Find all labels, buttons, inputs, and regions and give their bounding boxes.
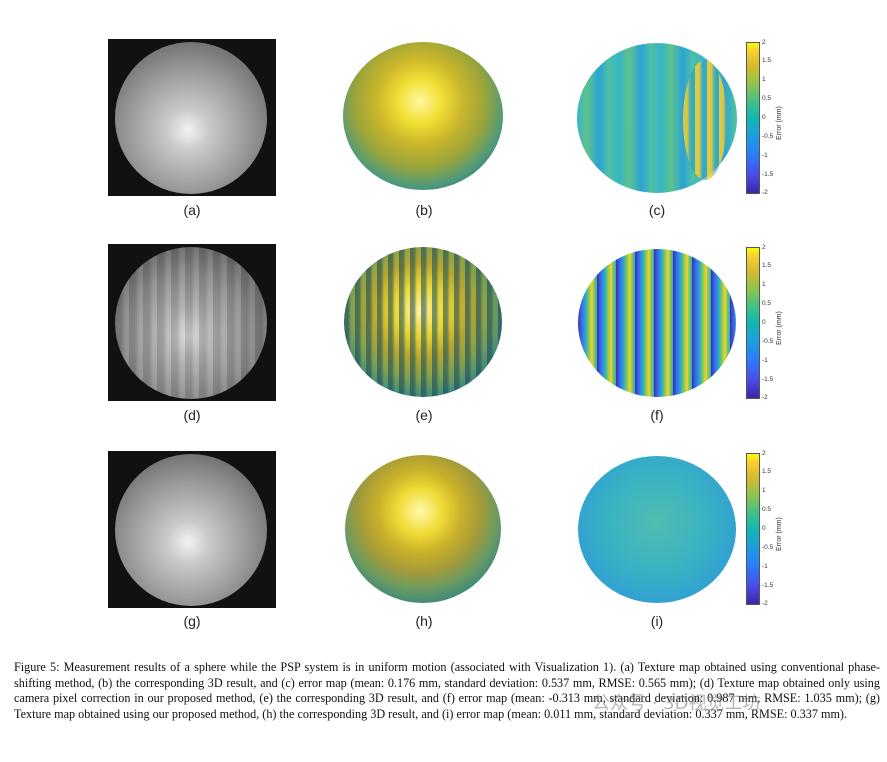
cb1-tick: -2 [762, 189, 768, 196]
cb2-tick: 0.5 [762, 300, 772, 307]
panel-label-h: (h) [415, 613, 433, 629]
cb2-tick: 0 [762, 319, 766, 326]
colorbar-2 [746, 247, 760, 399]
surface-3d-b [343, 42, 503, 190]
surface-3d-h [345, 455, 501, 603]
panel-label-c: (c) [648, 202, 666, 218]
surface-3d-e [344, 247, 502, 397]
cb1-tick: 0 [762, 114, 766, 121]
watermark: 公众号 · 3D视觉工坊 [592, 693, 761, 714]
panel-label-g: (g) [183, 613, 201, 629]
cb1-tick: -1 [762, 152, 768, 159]
sphere-shape [115, 247, 267, 399]
panel-label-a: (a) [183, 202, 201, 218]
cb3-tick: 0.5 [762, 506, 772, 513]
panel-label-f: (f) [650, 407, 664, 423]
sphere-shape [115, 42, 267, 194]
error-map-c-hotspot [683, 60, 727, 180]
cb1-tick: -1.5 [762, 171, 774, 178]
cb2-title: Error (mm) [776, 311, 783, 345]
panel-label-d: (d) [183, 407, 201, 423]
error-map-f [578, 249, 736, 397]
cb2-tick: -0.5 [762, 338, 774, 345]
colorbar-3 [746, 453, 760, 605]
cb3-tick: -1 [762, 563, 768, 570]
cb3-tick: 0 [762, 525, 766, 532]
texture-map-a [108, 39, 276, 196]
cb3-tick: -1.5 [762, 582, 774, 589]
cb1-tick: 1.5 [762, 57, 772, 64]
panel-label-b: (b) [415, 202, 433, 218]
cb2-tick: 1.5 [762, 262, 772, 269]
cb2-tick: 1 [762, 281, 766, 288]
cb2-tick: -1.5 [762, 376, 774, 383]
cb1-tick: 2 [762, 39, 766, 46]
cb1-tick: -0.5 [762, 133, 774, 140]
error-map-i [578, 456, 736, 603]
texture-map-d [108, 244, 276, 401]
colorbar-1 [746, 42, 760, 194]
cb3-tick: 1.5 [762, 468, 772, 475]
panel-label-e: (e) [415, 407, 433, 423]
cb1-tick: 1 [762, 76, 766, 83]
cb3-tick: 1 [762, 487, 766, 494]
cb1-tick: 0.5 [762, 95, 772, 102]
cb3-tick: -0.5 [762, 544, 774, 551]
cb2-tick: 2 [762, 244, 766, 251]
cb3-tick: 2 [762, 450, 766, 457]
cb3-title: Error (mm) [776, 517, 783, 551]
sphere-shape [115, 454, 267, 606]
cb3-tick: -2 [762, 600, 768, 607]
cb2-tick: -1 [762, 357, 768, 364]
cb1-title: Error (mm) [776, 106, 783, 140]
cb2-tick: -2 [762, 394, 768, 401]
texture-map-g [108, 451, 276, 608]
figure-caption: Figure 5: Measurement results of a spher… [14, 660, 880, 721]
panel-label-i: (i) [650, 613, 664, 629]
